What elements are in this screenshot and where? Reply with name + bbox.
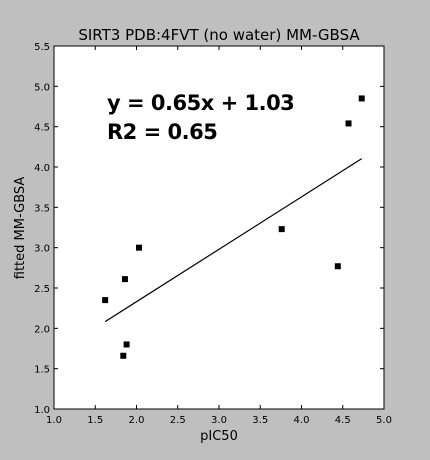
y-tick-label: 1.5	[34, 365, 50, 376]
data-point	[135, 244, 142, 251]
data-point	[345, 120, 352, 127]
data-point	[123, 341, 130, 348]
y-tick-label: 4.5	[34, 123, 50, 134]
x-tick-label: 5.0	[376, 415, 392, 426]
y-tick-label: 3.5	[34, 203, 50, 214]
data-points	[102, 95, 365, 359]
data-point	[121, 276, 128, 283]
data-point	[334, 263, 341, 270]
x-tick-label: 4.5	[335, 415, 351, 426]
y-axis-label: fitted MM-GBSA	[13, 177, 28, 280]
x-tick-label: 3.5	[252, 415, 268, 426]
x-tick-label: 2.0	[129, 415, 145, 426]
x-axis-ticks: 1.0 1.5 2.0 2.5 3.0 3.5 4.0 4.5 5.0	[46, 46, 392, 426]
x-tick-label: 4.0	[294, 415, 310, 426]
x-axis-label: pIC50	[200, 429, 238, 444]
y-tick-label: 4.0	[34, 163, 50, 174]
x-tick-label: 1.0	[46, 415, 62, 426]
x-tick-label: 2.5	[170, 415, 186, 426]
y-tick-label: 3.0	[34, 244, 50, 255]
data-point	[278, 226, 285, 233]
plot-area	[53, 45, 385, 410]
y-tick-label: 5.0	[34, 82, 50, 93]
y-tick-label: 2.0	[34, 324, 50, 335]
chart-title: SIRT3 PDB:4FVT (no water) MM-GBSA	[78, 26, 360, 44]
y-tick-label: 1.0	[34, 405, 50, 416]
data-point	[102, 297, 109, 304]
data-point	[120, 352, 127, 359]
x-tick-label: 3.0	[211, 415, 227, 426]
data-point	[358, 95, 365, 102]
x-tick-label: 1.5	[87, 415, 103, 426]
regression-line	[104, 158, 363, 323]
equation-annotation: y = 0.65x + 1.03	[107, 91, 294, 115]
y-tick-label: 5.5	[34, 42, 50, 53]
y-tick-label: 2.5	[34, 284, 50, 295]
y-axis-ticks: 1.0 1.5 2.0 2.5 3.0 3.5 4.0 4.5 5.0 5.5	[34, 42, 384, 416]
r2-annotation: R2 = 0.65	[107, 120, 217, 144]
